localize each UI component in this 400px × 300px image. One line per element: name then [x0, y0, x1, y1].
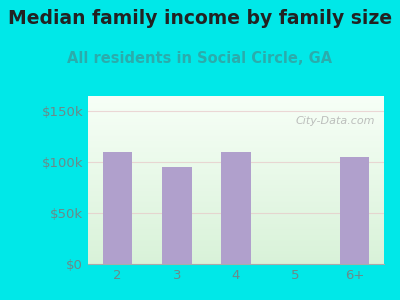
- Bar: [162, 167, 192, 264]
- Text: City-Data.com: City-Data.com: [296, 116, 375, 126]
- Text: Median family income by family size: Median family income by family size: [8, 9, 392, 28]
- Bar: [103, 152, 132, 264]
- Text: All residents in Social Circle, GA: All residents in Social Circle, GA: [68, 51, 332, 66]
- Bar: [221, 152, 251, 264]
- Bar: [340, 157, 369, 264]
